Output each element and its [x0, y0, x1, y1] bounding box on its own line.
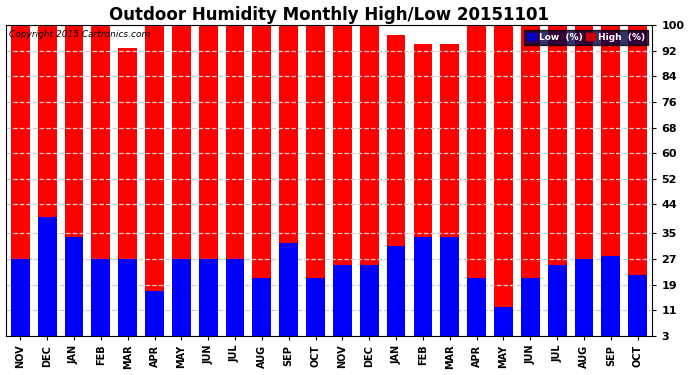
Bar [467, 278, 486, 345]
Bar [548, 25, 566, 345]
Bar [199, 25, 217, 345]
Bar [306, 278, 325, 345]
Bar [92, 25, 110, 345]
Bar [172, 259, 190, 345]
Bar [467, 25, 486, 345]
Bar [521, 25, 540, 345]
Bar [226, 25, 244, 345]
Bar [11, 25, 30, 345]
Title: Outdoor Humidity Monthly High/Low 20151101: Outdoor Humidity Monthly High/Low 201511… [109, 6, 549, 24]
Bar [38, 217, 57, 345]
Bar [92, 259, 110, 345]
Bar [575, 259, 593, 345]
Bar [629, 275, 647, 345]
Bar [413, 44, 433, 345]
Bar [38, 25, 57, 345]
Bar [65, 25, 83, 345]
Bar [548, 266, 566, 345]
Bar [65, 237, 83, 345]
Legend: Low  (%), High  (%): Low (%), High (%) [524, 30, 648, 45]
Bar [629, 25, 647, 345]
Bar [306, 25, 325, 345]
Bar [521, 278, 540, 345]
Bar [279, 243, 298, 345]
Bar [602, 25, 620, 345]
Bar [253, 278, 271, 345]
Bar [494, 25, 513, 345]
Bar [333, 266, 352, 345]
Bar [118, 259, 137, 345]
Bar [253, 25, 271, 345]
Bar [494, 307, 513, 345]
Bar [575, 25, 593, 345]
Bar [11, 259, 30, 345]
Bar [440, 237, 459, 345]
Bar [602, 256, 620, 345]
Bar [172, 25, 190, 345]
Bar [360, 266, 379, 345]
Bar [360, 25, 379, 345]
Bar [386, 35, 406, 345]
Bar [413, 237, 433, 345]
Bar [386, 246, 406, 345]
Bar [440, 44, 459, 345]
Bar [145, 25, 164, 345]
Bar [333, 25, 352, 345]
Bar [199, 259, 217, 345]
Text: Copyright 2015 Cartronics.com: Copyright 2015 Cartronics.com [9, 30, 150, 39]
Bar [226, 259, 244, 345]
Bar [145, 291, 164, 345]
Bar [118, 48, 137, 345]
Bar [279, 25, 298, 345]
